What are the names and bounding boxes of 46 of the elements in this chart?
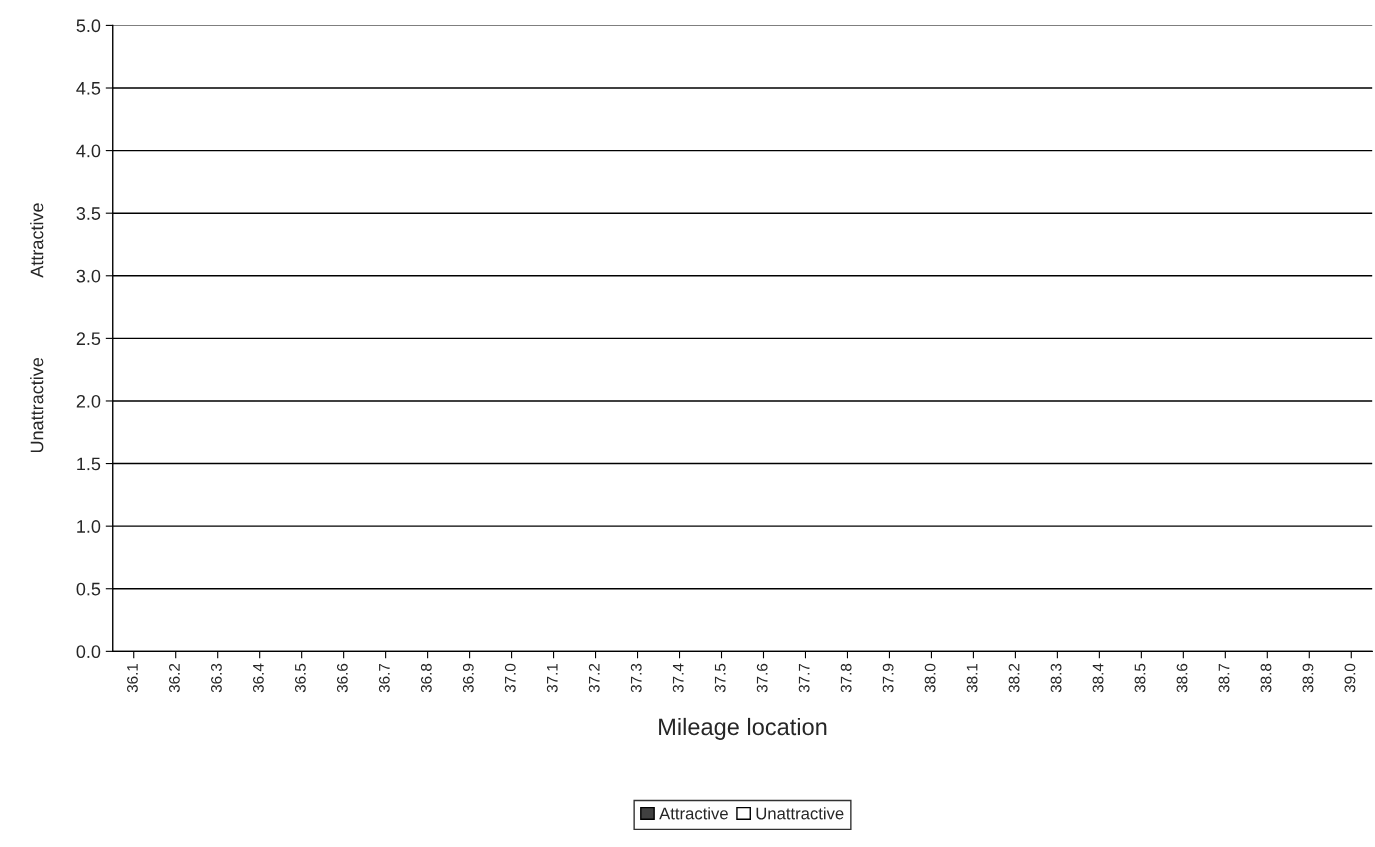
x-tick-label: 36.1 [127,663,138,693]
y-tick-label: 0.5 [76,582,101,596]
x-tick-label: 36.7 [378,663,390,693]
x-tick-label: 37.3 [630,663,642,693]
x-tick-label: 38.6 [1176,663,1188,693]
x-tick-label: 38.0 [924,663,936,693]
x-tick-label: 38.7 [1218,663,1230,693]
text: Unattractive [30,357,44,453]
y-tick-label: 3.0 [76,269,101,283]
x-tick-label: 37.2 [588,663,600,693]
x-tick-label: 38.3 [1050,663,1062,693]
x-tick-label: 37.7 [798,663,810,693]
x-tick-label: 37.6 [756,663,768,693]
x-tick-label: 38.8 [1260,663,1272,693]
x-tick-label: 36.5 [294,663,306,693]
x-tick-label: 37.0 [504,663,516,693]
x-tick-label: 38.5 [1134,663,1146,693]
x-tick-label: 36.6 [336,663,348,693]
x-tick-label: 37.9 [882,663,894,693]
y-tick-label: 3.5 [76,207,101,220]
x-tick-label: 37.4 [672,663,684,693]
x-tick-label: 36.3 [210,663,222,693]
x-tick-label: 36.8 [420,663,432,693]
x-tick-label: 36.4 [252,663,264,693]
text: Attractive [30,203,44,278]
y-tick-label: 5.0 [76,19,101,33]
x-tick-label: 37.8 [840,663,852,693]
x-tick-label: 38.2 [1008,663,1020,693]
x-tick-label: 36.2 [169,663,180,693]
x-tick-label: 38.9 [1302,663,1314,693]
x-tick-label: 37.5 [714,663,726,693]
x-tick-label: 39.0 [1344,663,1356,693]
y-tick-label: 0.0 [76,645,101,659]
x-tick-label: 38.4 [1092,663,1104,693]
x-tick-label: 36.9 [462,663,474,693]
y-tick-label: 4.0 [76,144,101,158]
y-tick-label: 1.5 [77,457,101,471]
x-axis-title: Mileage location [659,717,827,740]
legend-label: Attractive [659,807,728,820]
x-tick-label: 38.1 [966,663,978,693]
y-tick-label: 2.5 [76,332,101,346]
y-tick-label: 2.0 [76,394,101,408]
y-tick-label: 1.0 [77,520,101,533]
x-tick-label: 37.1 [546,663,558,693]
legend-label: Unattractive [756,807,844,820]
y-tick-label: 4.5 [76,82,101,95]
